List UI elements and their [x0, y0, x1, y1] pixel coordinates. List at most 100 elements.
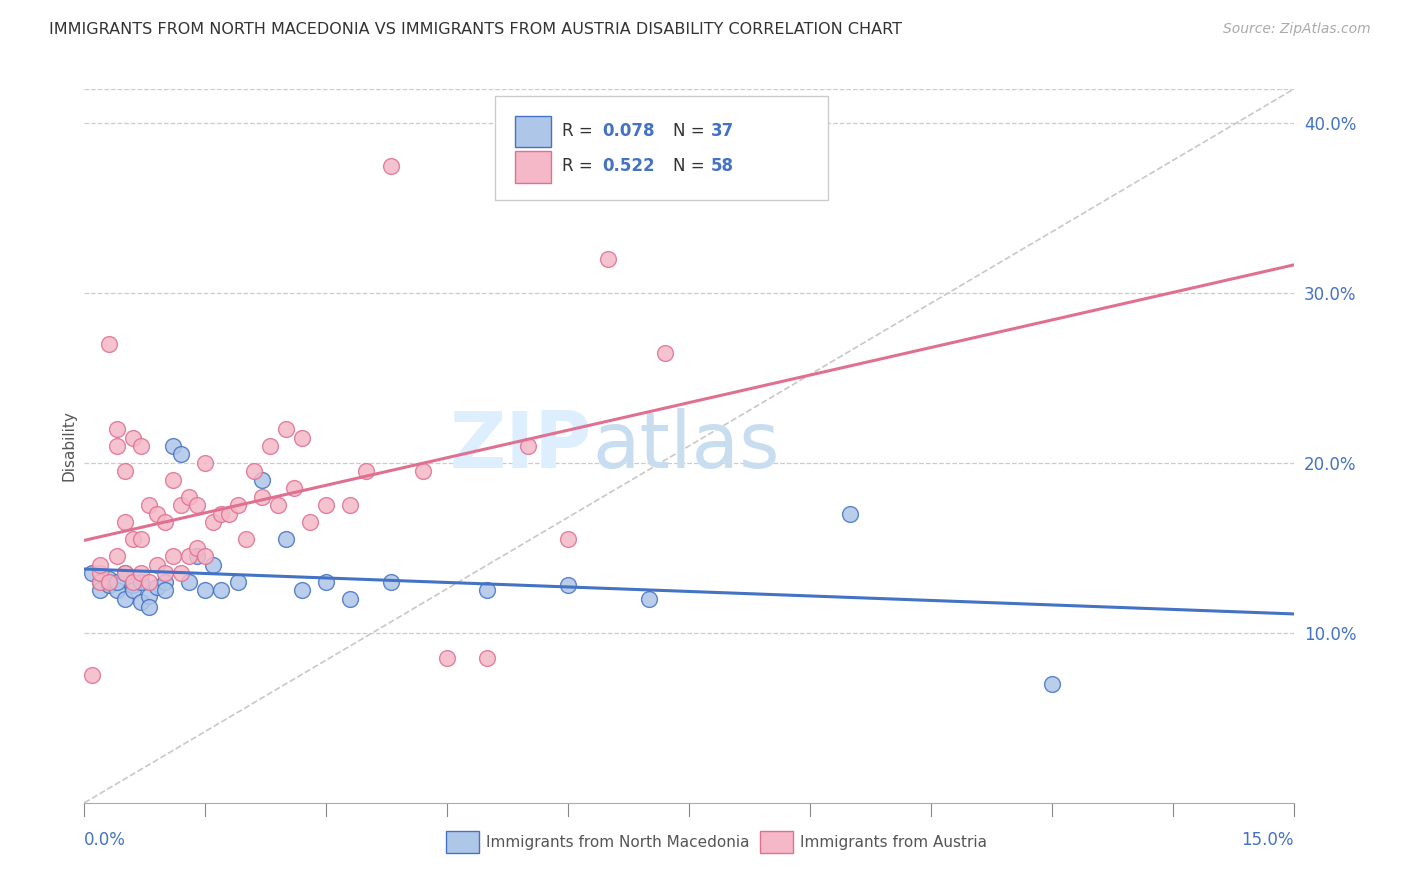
- Text: Immigrants from Austria: Immigrants from Austria: [800, 835, 987, 849]
- Point: [274, 533, 297, 547]
- Point: [146, 580, 169, 594]
- Text: N =: N =: [673, 157, 710, 175]
- Point: [121, 578, 143, 592]
- Point: [339, 591, 361, 606]
- Point: [170, 566, 193, 581]
- Point: [138, 499, 160, 513]
- Point: [436, 651, 458, 665]
- Point: [121, 583, 143, 598]
- Point: [89, 566, 111, 581]
- FancyBboxPatch shape: [761, 830, 793, 854]
- Point: [114, 465, 136, 479]
- Point: [105, 574, 128, 589]
- Y-axis label: Disability: Disability: [60, 410, 76, 482]
- Point: [235, 533, 257, 547]
- Text: R =: R =: [562, 157, 598, 175]
- Point: [82, 668, 104, 682]
- Point: [209, 507, 232, 521]
- Point: [179, 549, 201, 564]
- Point: [1040, 677, 1063, 691]
- Text: R =: R =: [562, 121, 598, 139]
- Point: [250, 473, 273, 487]
- Text: 0.0%: 0.0%: [84, 831, 127, 849]
- Point: [146, 558, 169, 572]
- Point: [242, 465, 264, 479]
- Point: [97, 578, 120, 592]
- Point: [477, 583, 499, 598]
- Point: [170, 448, 193, 462]
- Point: [129, 439, 152, 453]
- Point: [129, 574, 152, 589]
- Point: [380, 574, 402, 589]
- Point: [267, 499, 290, 513]
- Point: [129, 566, 152, 581]
- Point: [162, 473, 184, 487]
- Point: [162, 439, 184, 453]
- Point: [129, 595, 152, 609]
- Point: [162, 549, 184, 564]
- Point: [89, 574, 111, 589]
- Point: [97, 572, 120, 586]
- Point: [380, 159, 402, 173]
- Point: [114, 566, 136, 581]
- Point: [226, 574, 249, 589]
- Point: [356, 465, 378, 479]
- Point: [146, 507, 169, 521]
- Point: [637, 591, 659, 606]
- Point: [138, 574, 160, 589]
- Point: [299, 516, 322, 530]
- Point: [477, 651, 499, 665]
- Text: Source: ZipAtlas.com: Source: ZipAtlas.com: [1223, 22, 1371, 37]
- Point: [194, 583, 217, 598]
- Point: [105, 549, 128, 564]
- Point: [202, 558, 225, 572]
- Point: [153, 574, 176, 589]
- Point: [412, 465, 434, 479]
- Text: 58: 58: [710, 157, 734, 175]
- Point: [339, 499, 361, 513]
- Point: [105, 583, 128, 598]
- Point: [89, 583, 111, 598]
- Text: N =: N =: [673, 121, 710, 139]
- Point: [105, 422, 128, 436]
- Point: [97, 337, 120, 351]
- Point: [598, 252, 620, 266]
- Point: [138, 600, 160, 615]
- Text: 15.0%: 15.0%: [1241, 831, 1294, 849]
- Point: [250, 490, 273, 504]
- Point: [186, 541, 208, 555]
- Point: [202, 516, 225, 530]
- Point: [170, 499, 193, 513]
- Point: [654, 345, 676, 359]
- FancyBboxPatch shape: [515, 116, 551, 147]
- Point: [89, 574, 111, 589]
- Point: [121, 533, 143, 547]
- Text: 0.078: 0.078: [602, 121, 654, 139]
- Point: [179, 574, 201, 589]
- Point: [291, 430, 314, 444]
- Point: [291, 583, 314, 598]
- Point: [89, 558, 111, 572]
- Text: ZIP: ZIP: [450, 408, 592, 484]
- Text: 37: 37: [710, 121, 734, 139]
- Point: [105, 439, 128, 453]
- Point: [218, 507, 240, 521]
- Point: [274, 422, 297, 436]
- Point: [209, 583, 232, 598]
- Point: [114, 566, 136, 581]
- Point: [194, 456, 217, 470]
- Point: [129, 533, 152, 547]
- Point: [516, 439, 538, 453]
- Text: 0.522: 0.522: [602, 157, 655, 175]
- Point: [179, 490, 201, 504]
- Point: [315, 499, 337, 513]
- Point: [121, 430, 143, 444]
- Point: [153, 583, 176, 598]
- Point: [153, 516, 176, 530]
- Point: [82, 566, 104, 581]
- Point: [194, 549, 217, 564]
- Point: [114, 516, 136, 530]
- Point: [186, 549, 208, 564]
- FancyBboxPatch shape: [446, 830, 478, 854]
- Text: Immigrants from North Macedonia: Immigrants from North Macedonia: [486, 835, 749, 849]
